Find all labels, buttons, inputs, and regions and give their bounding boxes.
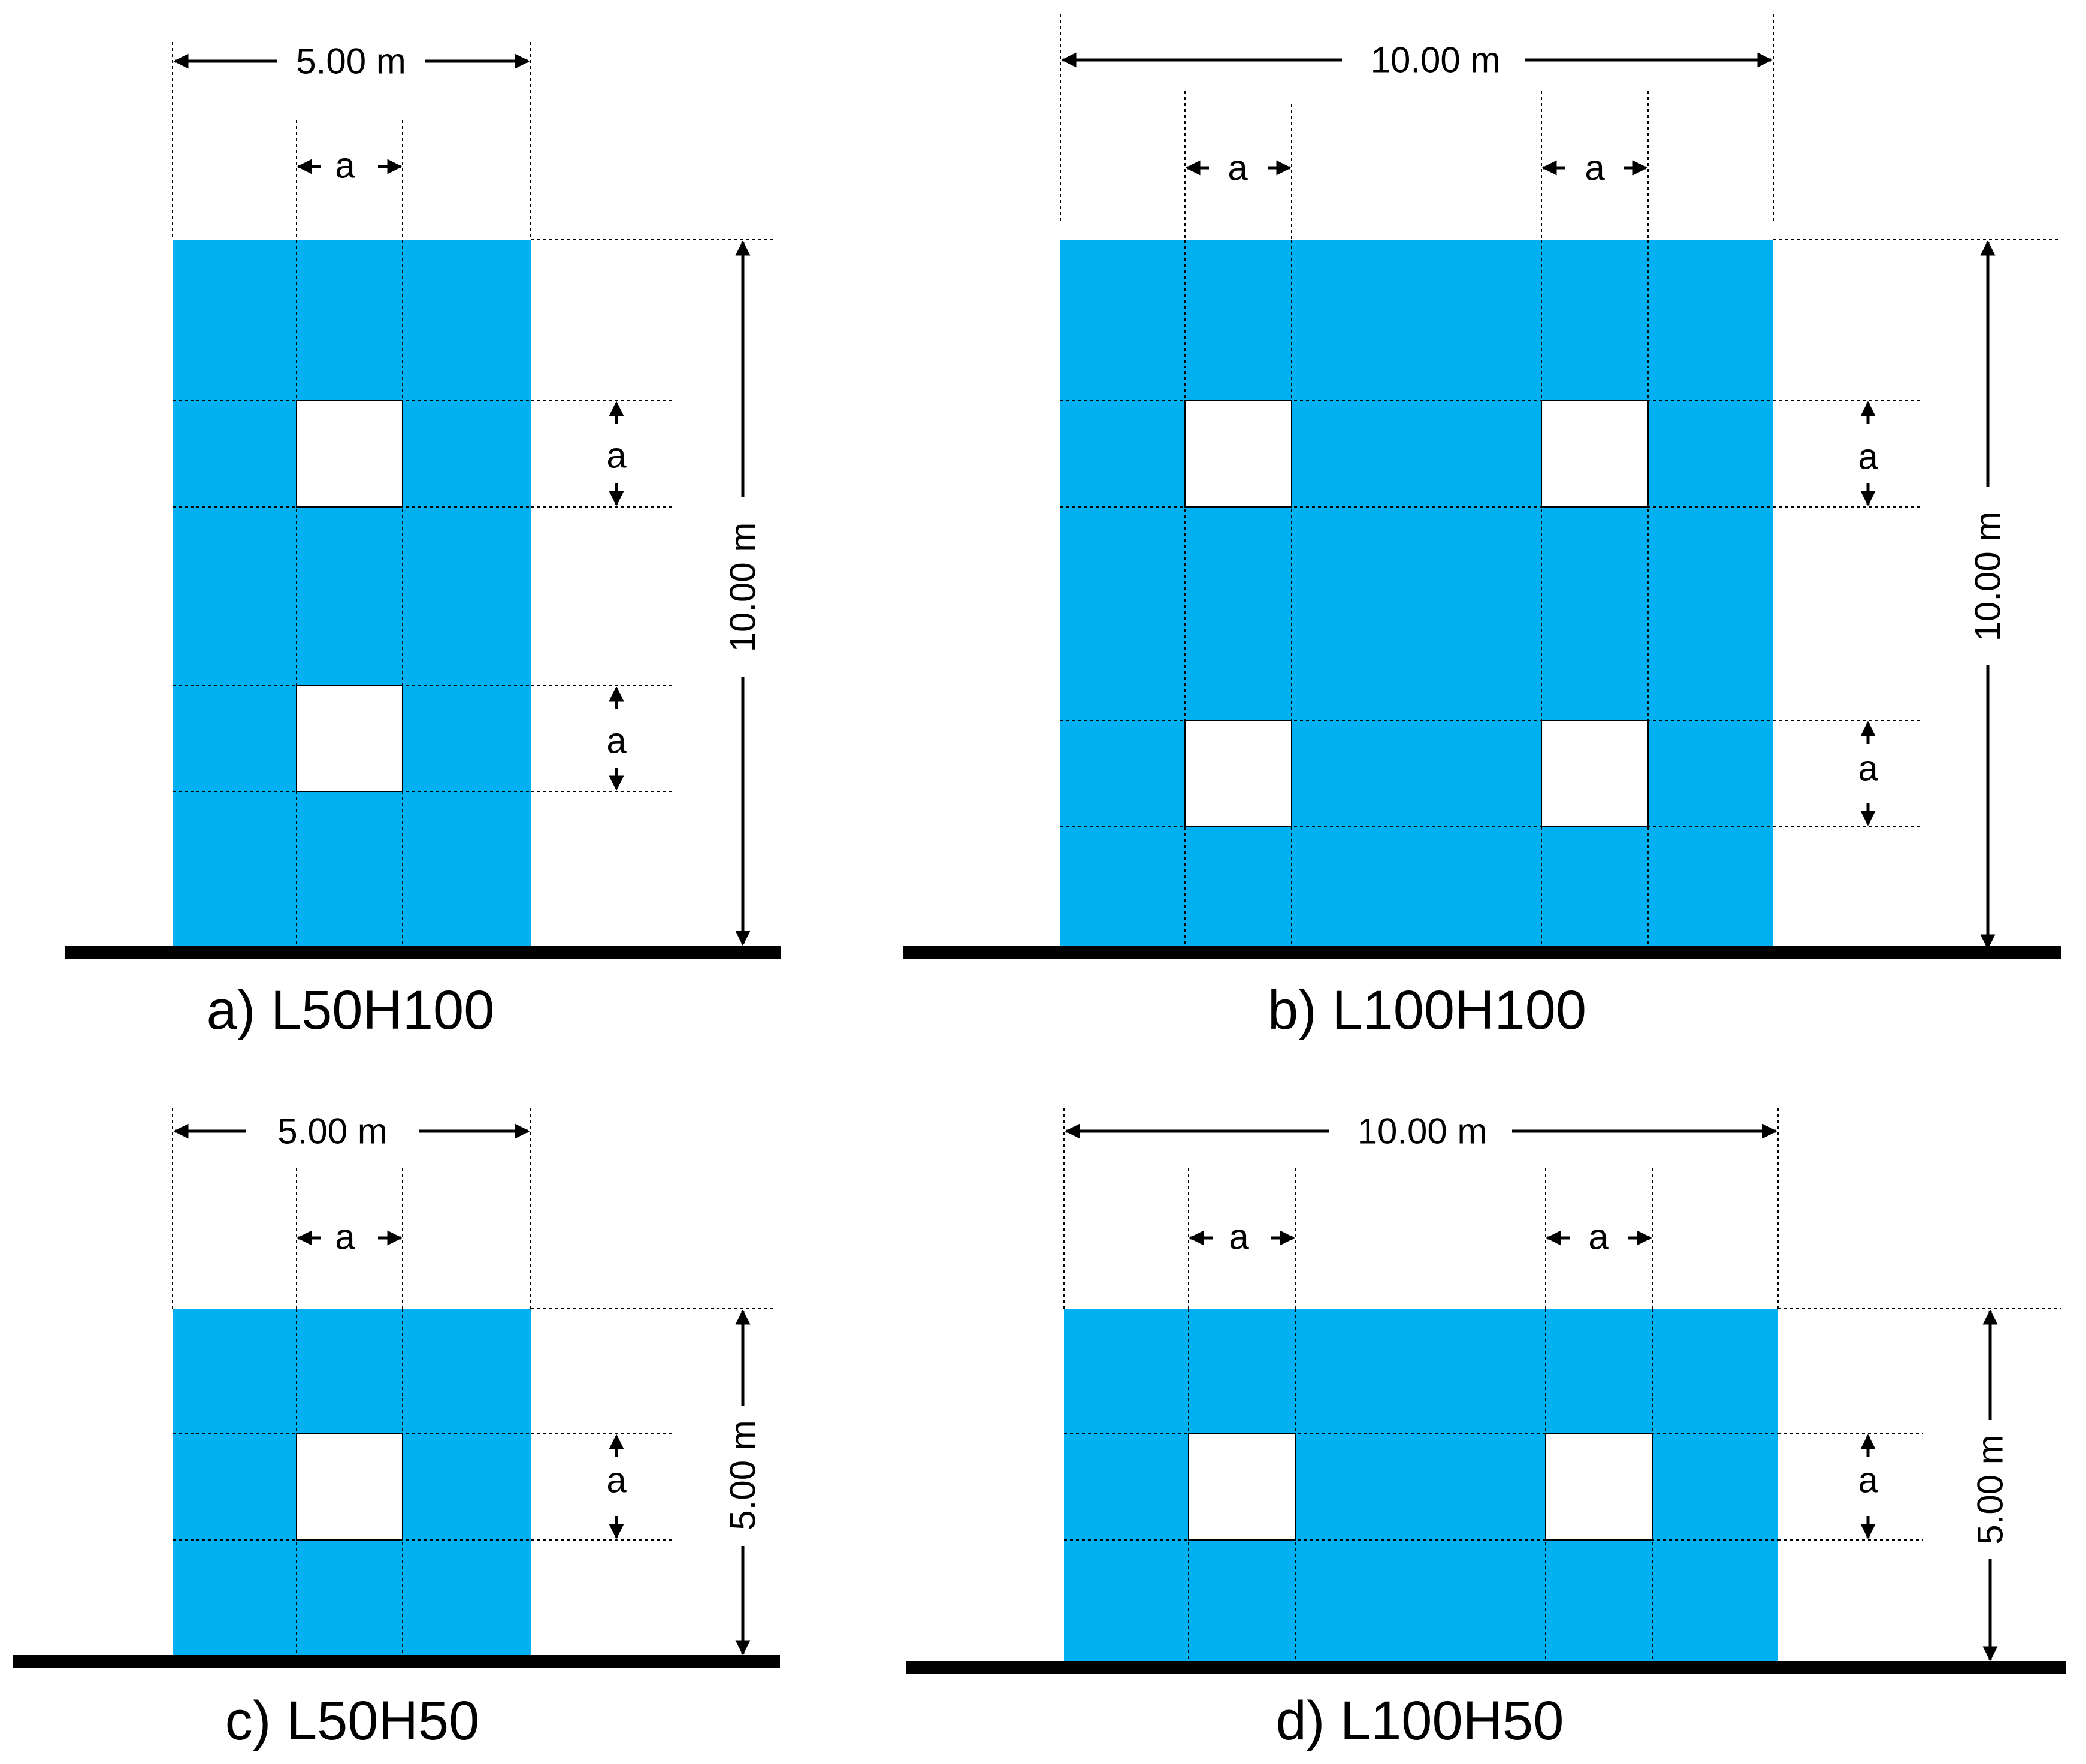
caption-c: c) L50H50 [225,1690,479,1751]
ground-a [65,946,781,959]
guides-c [172,1108,776,1541]
width-label-c: 5.00 m [277,1111,387,1152]
width-label-a: 5.00 m [296,41,406,81]
panel-b: 10.00 m a a a a 10.00 m b) L100H100 [903,14,2061,1041]
opening-width-label-b1: a [1228,148,1248,188]
opening-width-label-c: a [335,1217,355,1257]
height-label-a: 10.00 m [723,522,763,653]
caption-d: d) L100H50 [1276,1690,1564,1751]
width-label-d: 10.00 m [1358,1111,1488,1152]
height-label-b: 10.00 m [1968,512,2008,642]
opening-b-top-left [1184,400,1292,508]
panel-a: 5.00 m a a a 10.00 m a) L50H100 [65,41,781,1041]
opening-a-bottom [296,685,403,792]
opening-height-label-d: a [1858,1460,1878,1500]
wall-d [1064,1309,1778,1662]
opening-height-label-c: a [606,1460,627,1500]
height-label-d: 5.00 m [1970,1434,2011,1544]
guides-d [1063,1108,2061,1541]
caption-a: a) L50H100 [207,980,495,1041]
guides-b [1060,14,2061,827]
panel-d: 10.00 m a a a 5.00 m d) L100H50 [906,1108,2066,1751]
opening-b-bottom-left [1184,720,1292,827]
opening-b-bottom-right [1541,720,1649,827]
ground-c [13,1655,780,1668]
opening-height-label-a1: a [606,436,627,476]
wall-b [1060,240,1773,947]
opening-a-top [296,400,403,508]
opening-width-label-d2: a [1588,1217,1609,1257]
opening-width-label-a: a [335,146,355,186]
opening-width-label-b2: a [1585,148,1605,188]
grid-c [173,1309,531,1656]
caption-b: b) L100H100 [1268,980,1586,1041]
opening-b-top-right [1541,400,1649,508]
height-label-c: 5.00 m [723,1420,763,1530]
panel-c: 5.00 m a a 5.00 m c) L50H50 [13,1108,780,1751]
opening-width-label-d1: a [1229,1217,1249,1257]
ground-b [903,946,2061,959]
opening-height-label-b2: a [1858,748,1878,789]
wall-a [173,240,531,947]
grid-b [1060,240,1773,947]
opening-d-left [1188,1433,1296,1541]
width-label-b: 10.00 m [1371,40,1501,80]
opening-c [296,1433,403,1541]
opening-d-right [1545,1433,1653,1541]
ground-d [906,1661,2066,1674]
grid-a [173,240,531,947]
grid-d [1064,1309,1778,1662]
opening-height-label-a2: a [606,721,627,761]
opening-height-label-b1: a [1858,437,1878,477]
guides-a [172,42,776,792]
